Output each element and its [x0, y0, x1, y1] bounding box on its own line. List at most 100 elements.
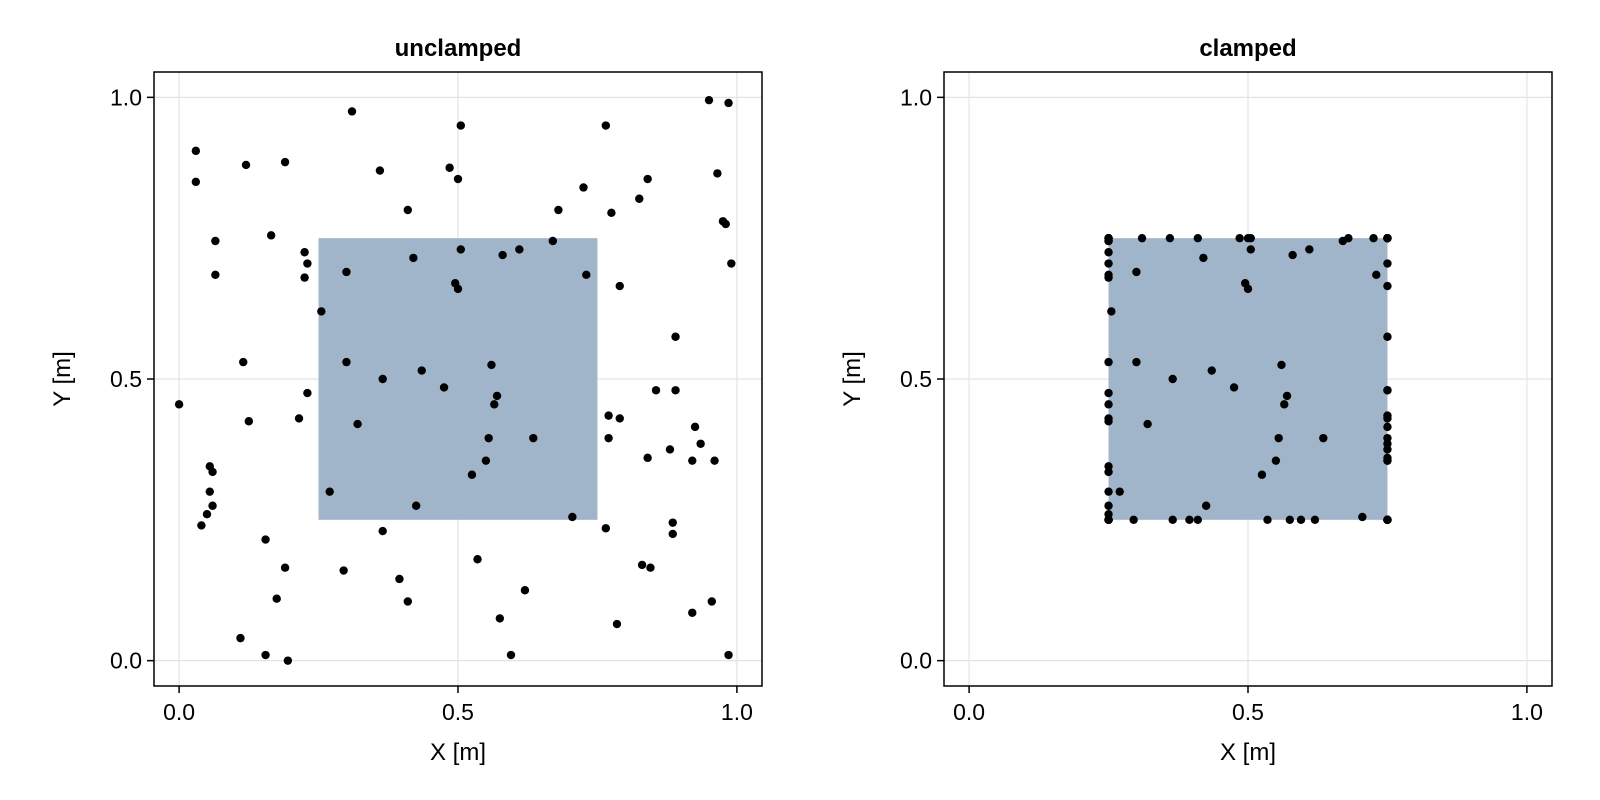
scatter-point — [211, 270, 220, 279]
scatter-point — [456, 121, 465, 130]
scatter-point — [548, 236, 558, 246]
scatter-point — [403, 205, 412, 215]
scatter-point — [1185, 515, 1194, 525]
scatter-point — [202, 509, 212, 519]
scatter-point — [1383, 259, 1392, 268]
y-tick-label: 1.0 — [110, 84, 142, 110]
scatter-point — [1104, 467, 1113, 477]
scatter-point — [1383, 422, 1392, 432]
scatter-point — [1372, 270, 1381, 279]
scatter-point — [615, 281, 624, 291]
scatter-point — [601, 524, 611, 533]
scatter-point — [417, 366, 426, 375]
scatter-point — [244, 417, 254, 426]
scatter-point — [325, 487, 334, 496]
panel-unclamped: unclamped 0.0 0.5 1.0 0.0 0.5 1.0 X [m] … — [49, 35, 763, 766]
scatter-point — [1263, 515, 1272, 525]
scatter-point — [473, 555, 482, 564]
scatter-point — [197, 521, 206, 530]
scatter-point — [1201, 501, 1211, 510]
scatter-point — [713, 169, 722, 178]
scatter-point — [1383, 515, 1392, 525]
scatter-point — [395, 574, 404, 584]
scatter-point — [1199, 253, 1208, 263]
scatter-point — [208, 501, 217, 510]
scatter-point — [208, 467, 217, 477]
scatter-point — [601, 121, 611, 130]
scatter-point — [490, 400, 499, 409]
scatter-point — [1274, 433, 1283, 443]
scatter-point — [1104, 400, 1113, 409]
scatter-point — [520, 586, 530, 595]
scatter-point — [495, 614, 505, 623]
scatter-point — [665, 445, 675, 454]
tick-marks — [937, 96, 1528, 693]
y-axis-label: Y [m] — [49, 351, 76, 407]
scatter-point — [453, 174, 463, 184]
scatter-point — [303, 259, 312, 268]
scatter-point — [688, 456, 697, 465]
scatter-point — [690, 422, 700, 432]
scatter-point — [1305, 245, 1314, 254]
y-tick-label: 0.5 — [110, 366, 142, 392]
scatter-point — [1344, 233, 1353, 243]
scatter-point — [668, 529, 677, 539]
scatter-point — [498, 250, 507, 260]
scatter-point — [1168, 515, 1177, 525]
scatter-point — [1104, 487, 1113, 496]
scatter-point — [280, 157, 290, 167]
scatter-point — [300, 273, 309, 282]
scatter-point — [637, 560, 647, 570]
chart-title: unclamped — [395, 35, 522, 62]
scatter-point — [1229, 383, 1239, 392]
scatter-point — [1104, 259, 1113, 268]
scatter-point — [1285, 515, 1295, 525]
scatter-point — [339, 566, 348, 575]
scatter-point — [1104, 233, 1113, 243]
scatter-point — [481, 456, 491, 465]
panel-clamped: clamped 0.0 0.5 1.0 0.0 0.5 1.0 X [m] Y … — [839, 35, 1553, 766]
scatter-point — [300, 248, 309, 257]
scatter-point — [294, 414, 304, 423]
scatter-point — [707, 597, 716, 606]
scatter-point — [1383, 456, 1392, 465]
y-tick-label: 0.5 — [900, 366, 932, 392]
tick-marks — [147, 96, 738, 693]
scatter-point — [1383, 281, 1392, 291]
scatter-point — [492, 391, 502, 401]
scatter-point — [671, 332, 680, 341]
scatter-point — [604, 411, 613, 420]
scatter-point — [615, 414, 624, 423]
scatter-point — [191, 177, 201, 187]
scatter-point — [409, 253, 418, 263]
scatter-point — [239, 357, 248, 367]
x-tick-label: 0.0 — [953, 699, 985, 725]
y-axis-label: Y [m] — [839, 351, 866, 407]
x-tick-label: 1.0 — [1511, 699, 1543, 725]
scatter-point — [1358, 512, 1367, 522]
scatter-point — [353, 419, 362, 429]
scatter-point — [1319, 433, 1328, 443]
scatter-point — [607, 208, 616, 218]
scatter-point — [317, 307, 326, 316]
scatter-point — [1115, 487, 1124, 496]
x-tick-label: 0.5 — [442, 699, 474, 725]
scatter-point — [1104, 501, 1113, 510]
scatter-point — [456, 245, 465, 254]
chart-title: clamped — [1199, 35, 1296, 62]
scatter-point — [1104, 273, 1113, 282]
scatter-point — [342, 357, 351, 367]
scatter-point — [651, 386, 661, 395]
scatter-point — [241, 160, 251, 170]
scatter-point — [710, 456, 719, 465]
scatter-point — [1104, 248, 1113, 257]
scatter-point — [1296, 515, 1306, 525]
scatter-point — [261, 535, 270, 544]
scatter-points — [1104, 233, 1392, 525]
scatter-point — [191, 146, 201, 156]
x-axis-label: X [m] — [430, 739, 486, 766]
scatter-point — [1104, 414, 1113, 423]
x-tick-label: 1.0 — [721, 699, 753, 725]
scatter-point — [635, 194, 644, 203]
